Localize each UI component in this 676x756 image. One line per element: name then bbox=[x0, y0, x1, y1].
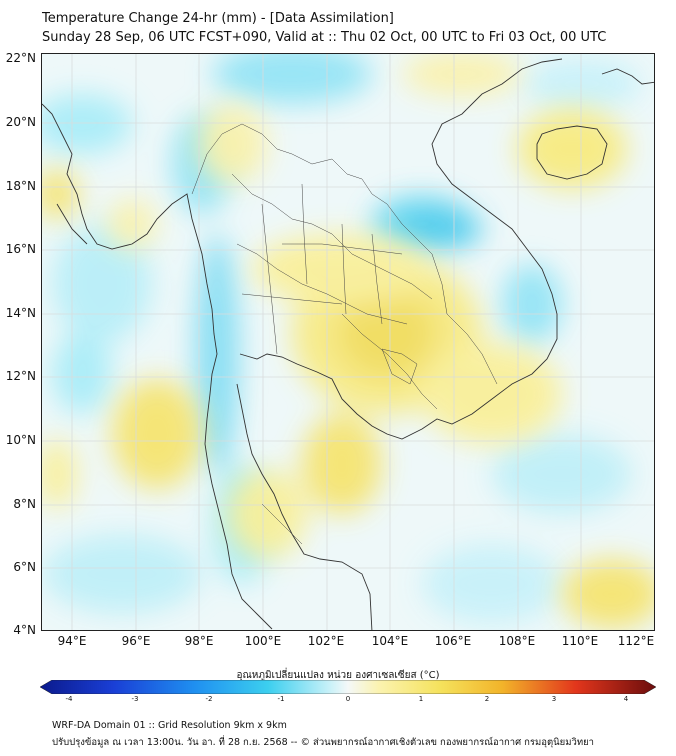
temperature-change-map[interactable] bbox=[41, 53, 655, 631]
lon-label: 98°E bbox=[184, 634, 214, 648]
colorbar-tick: -1 bbox=[277, 695, 285, 703]
lat-label: 6°N bbox=[13, 560, 36, 574]
map-title: Temperature Change 24-hr (mm) - [Data As… bbox=[42, 11, 394, 26]
footer-credits: ปรับปรุงข้อมูล ณ เวลา 13:00น. วัน อา. ที… bbox=[52, 737, 594, 748]
lon-label: 94°E bbox=[57, 634, 87, 648]
lon-label: 106°E bbox=[434, 634, 472, 648]
borders bbox=[191, 123, 498, 545]
lon-label: 112°E bbox=[617, 634, 655, 648]
footer-model-info: WRF-DA Domain 01 :: Grid Resolution 9km … bbox=[52, 720, 287, 731]
lat-label: 14°N bbox=[5, 306, 36, 320]
lat-label: 12°N bbox=[5, 369, 36, 383]
colorbar-tick: 4 bbox=[623, 695, 629, 703]
cooling-areas bbox=[42, 54, 642, 624]
colorbar-tick: 3 bbox=[551, 695, 557, 703]
lon-label: 102°E bbox=[307, 634, 345, 648]
colorbar-tick: 1 bbox=[418, 695, 424, 703]
lon-label: 96°E bbox=[121, 634, 151, 648]
colorbar-tick: -3 bbox=[131, 695, 139, 703]
lon-label: 110°E bbox=[561, 634, 599, 648]
lon-label: 100°E bbox=[244, 634, 282, 648]
lat-label: 20°N bbox=[5, 115, 36, 129]
lon-label: 108°E bbox=[498, 634, 536, 648]
colorbar-tick: 2 bbox=[484, 695, 490, 703]
lat-label: 4°N bbox=[13, 623, 36, 637]
lat-label: 18°N bbox=[5, 179, 36, 193]
map-subtitle: Sunday 28 Sep, 06 UTC FCST+090, Valid at… bbox=[42, 30, 607, 45]
map-canvas bbox=[42, 54, 654, 630]
colorbar-title: อุณหภูมิเปลี่ยนแปลง หน่วย องศาเซลเซียส (… bbox=[236, 670, 440, 681]
lat-label: 10°N bbox=[5, 433, 36, 447]
colorbar-tick: -2 bbox=[205, 695, 213, 703]
lat-label: 8°N bbox=[13, 497, 36, 511]
graticule bbox=[42, 54, 654, 630]
lat-label: 16°N bbox=[5, 242, 36, 256]
colorbar-tick: -4 bbox=[65, 695, 73, 703]
lat-label: 22°N bbox=[5, 51, 36, 65]
colorbar bbox=[40, 680, 656, 694]
lon-label: 104°E bbox=[371, 634, 409, 648]
colorbar-tick: 0 bbox=[345, 695, 351, 703]
coastlines bbox=[42, 58, 654, 630]
